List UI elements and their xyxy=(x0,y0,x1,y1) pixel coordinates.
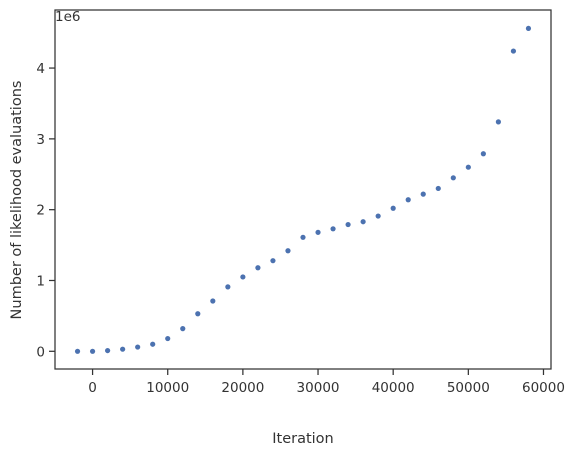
data-point xyxy=(420,191,426,197)
data-point xyxy=(285,248,291,254)
data-point xyxy=(450,175,456,181)
data-point xyxy=(435,185,441,192)
data-point xyxy=(255,265,261,271)
y-tick-label: 4 xyxy=(36,61,45,77)
data-point xyxy=(135,344,141,350)
data-point xyxy=(375,213,381,219)
data-point xyxy=(510,48,517,54)
y-tick-label: 0 xyxy=(36,344,45,360)
x-tick-label: 30000 xyxy=(297,380,340,396)
y-tick-label: 1 xyxy=(36,273,45,289)
data-point xyxy=(270,258,276,264)
x-axis-ticks: 0 10000 20000 30000 40000 50000 60000 xyxy=(88,369,565,396)
data-point xyxy=(300,234,306,240)
data-point xyxy=(240,274,246,280)
data-point xyxy=(89,348,96,354)
data-point xyxy=(360,219,366,225)
y-tick-label: 2 xyxy=(36,203,45,219)
y-axis-offset-label: 1e6 xyxy=(55,9,80,25)
data-point xyxy=(165,335,171,342)
data-points xyxy=(74,25,532,354)
data-point xyxy=(225,284,231,290)
data-point xyxy=(105,347,111,354)
data-point xyxy=(465,164,471,170)
data-point xyxy=(480,151,486,157)
data-point xyxy=(390,205,396,211)
x-tick-label: 10000 xyxy=(146,380,189,396)
plot-area xyxy=(54,9,552,370)
data-point xyxy=(345,221,351,228)
data-point xyxy=(330,226,336,232)
y-axis-ticks: 0 1 2 3 4 xyxy=(36,61,55,360)
data-point xyxy=(180,326,186,332)
x-tick-label: 60000 xyxy=(522,380,565,396)
x-tick-label: 0 xyxy=(88,380,97,396)
data-point xyxy=(210,298,216,304)
y-axis-label: Number of likelihood evaluations xyxy=(9,81,25,320)
x-tick-label: 40000 xyxy=(372,380,415,396)
data-point xyxy=(150,341,156,347)
data-point xyxy=(405,197,411,203)
x-axis-label: Iteration xyxy=(272,431,334,447)
y-tick-label: 3 xyxy=(36,132,45,148)
data-point xyxy=(495,119,501,125)
data-point xyxy=(120,346,126,352)
data-point xyxy=(195,311,201,317)
data-point xyxy=(525,25,532,32)
x-tick-label: 20000 xyxy=(221,380,264,396)
data-point xyxy=(315,229,321,235)
data-point xyxy=(74,348,81,354)
x-tick-label: 50000 xyxy=(447,380,490,396)
